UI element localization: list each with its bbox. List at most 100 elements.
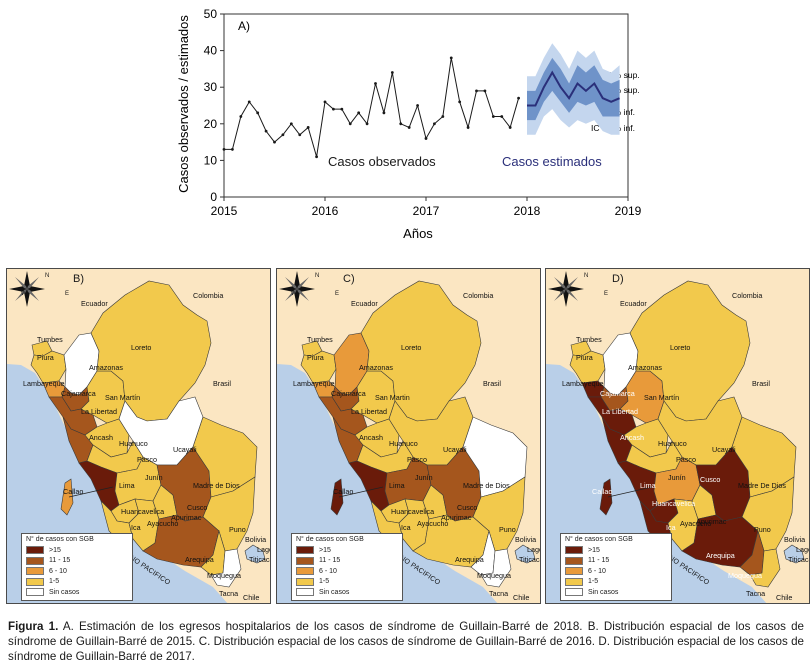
x-tick-label: 2017 (413, 204, 440, 218)
label-pasco: Pasco (137, 455, 157, 464)
label-colombia: Colombia (463, 291, 494, 300)
legend-label: 1-5 (588, 578, 599, 586)
label-piura: Piura (37, 353, 54, 362)
label-titicaca: Titicaca (249, 555, 270, 564)
label-ancash: Ancash (89, 433, 113, 442)
peru-map-2017 (546, 269, 809, 603)
label-ayacucho: Ayacucho (417, 519, 449, 528)
label-callao: Callao (592, 487, 613, 496)
estimated-line (527, 70, 620, 107)
label-piura: Piura (576, 353, 593, 362)
caption-label: Figura 1. (8, 619, 59, 633)
label-puno: Puno (754, 525, 771, 534)
chart-x-axis-label: Años (403, 226, 433, 241)
label-huancavelica: Huancavelica (121, 507, 165, 516)
y-tick-label: 30 (204, 80, 218, 94)
observed-point (247, 100, 251, 104)
observed-point (348, 122, 352, 126)
legend-item: >15 (565, 545, 667, 556)
observed-point (256, 111, 260, 115)
label-colombia: Colombia (193, 291, 224, 300)
legend-item: Sin casos (565, 587, 667, 598)
compass-rose-icon (279, 271, 315, 307)
legend-swatch (26, 588, 44, 597)
legend-item: 11 - 15 (26, 556, 128, 567)
x-tick-label: 2018 (514, 204, 541, 218)
label-junin: Junín (668, 473, 686, 482)
peru-map-2015 (7, 269, 270, 603)
callao-leader-line (338, 486, 384, 498)
label-lambayeque: Lambayeque (562, 379, 604, 388)
legend-label: Sin casos (319, 588, 350, 596)
label-tacna: Tacna (489, 589, 509, 598)
legend-swatch (296, 588, 314, 597)
label-moquegua: Moquegua (207, 571, 241, 580)
label-sanmartin: San Martín (105, 393, 141, 402)
legend-item: Sin casos (26, 587, 128, 598)
observed-point (500, 115, 504, 118)
legend-swatch (565, 577, 583, 586)
figure-caption: Figura 1. A. Estimación de los egresos h… (8, 619, 804, 664)
callao-leader-line (607, 486, 653, 498)
label-cusco: Cusco (700, 475, 721, 484)
label-apurimac: Apurimac (441, 513, 472, 522)
label-loreto: Loreto (401, 343, 422, 352)
region-arequipa (412, 514, 490, 568)
label-ayacucho: Ayacucho (680, 519, 712, 528)
map-legend: N° de casos con SGB >15 11 - 15 6 - 10 1… (560, 533, 672, 601)
region-arequipa (681, 514, 759, 568)
label-ayacucho: Ayacucho (147, 519, 179, 528)
label-pasco: Pasco (407, 455, 427, 464)
label-lambayeque: Lambayeque (293, 379, 335, 388)
observed-point (433, 122, 436, 126)
observed-point (357, 111, 361, 115)
observed-point (264, 129, 268, 133)
legend-label: 11 - 15 (319, 557, 341, 565)
region-loreto (629, 280, 751, 422)
legend-label: 11 - 15 (49, 557, 71, 565)
legend-swatch (565, 556, 583, 565)
region-tacna (749, 548, 781, 588)
label-lambayeque: Lambayeque (23, 379, 65, 388)
legend-swatch (296, 546, 314, 555)
estimated-series-label: Casos estimados (502, 154, 602, 169)
label-tacna: Tacna (219, 589, 239, 598)
map-panel-2017: D) N W E Ecuador Colombia Tumbes Piura A… (545, 268, 810, 604)
label-bolivia: Bolivia (245, 535, 267, 544)
label-cajamarca: Cajamarca (331, 389, 366, 398)
observed-point (222, 148, 226, 151)
compass-n: N (315, 273, 320, 279)
legend-label: >15 (49, 546, 61, 554)
label-loreto: Loreto (131, 343, 152, 352)
observed-point (508, 126, 512, 129)
compass-w: W (21, 291, 27, 297)
label-chile: Chile (776, 593, 793, 602)
y-tick-label: 40 (204, 44, 218, 58)
legend-swatch (26, 577, 44, 586)
compass-n: N (584, 273, 589, 279)
map-legend: N° de casos con SGB >15 11 - 15 6 - 10 1… (291, 533, 403, 601)
observed-point (390, 71, 394, 74)
observed-point (416, 104, 419, 107)
observed-point (306, 126, 310, 129)
x-tick-label: 2019 (615, 204, 642, 218)
observed-point (399, 122, 403, 126)
observed-point (449, 56, 453, 60)
label-chile: Chile (513, 593, 530, 602)
observed-point (332, 107, 335, 111)
label-huanuco: Huanuco (119, 439, 148, 448)
legend-label: Sin casos (49, 588, 80, 596)
map-panel-2016: C) N W E Ecuador Colombia Tumbes Piura A… (276, 268, 541, 604)
label-apurimac: Apurimac (171, 513, 202, 522)
callao-leader-line (68, 486, 114, 498)
label-apurimac: Apurimac (696, 517, 727, 526)
observed-point (273, 140, 276, 144)
label-moquegua: Moquegua (728, 571, 762, 580)
observed-point (374, 82, 377, 85)
legend-item: Sin casos (296, 587, 398, 598)
label-titicaca: Titicaca (519, 555, 540, 564)
region-madrededios (192, 416, 258, 498)
map-panel-label: D) (612, 273, 624, 285)
caption-text: A. Estimación de los egresos hospitalari… (8, 619, 804, 663)
legend-item: 6 - 10 (565, 566, 667, 577)
